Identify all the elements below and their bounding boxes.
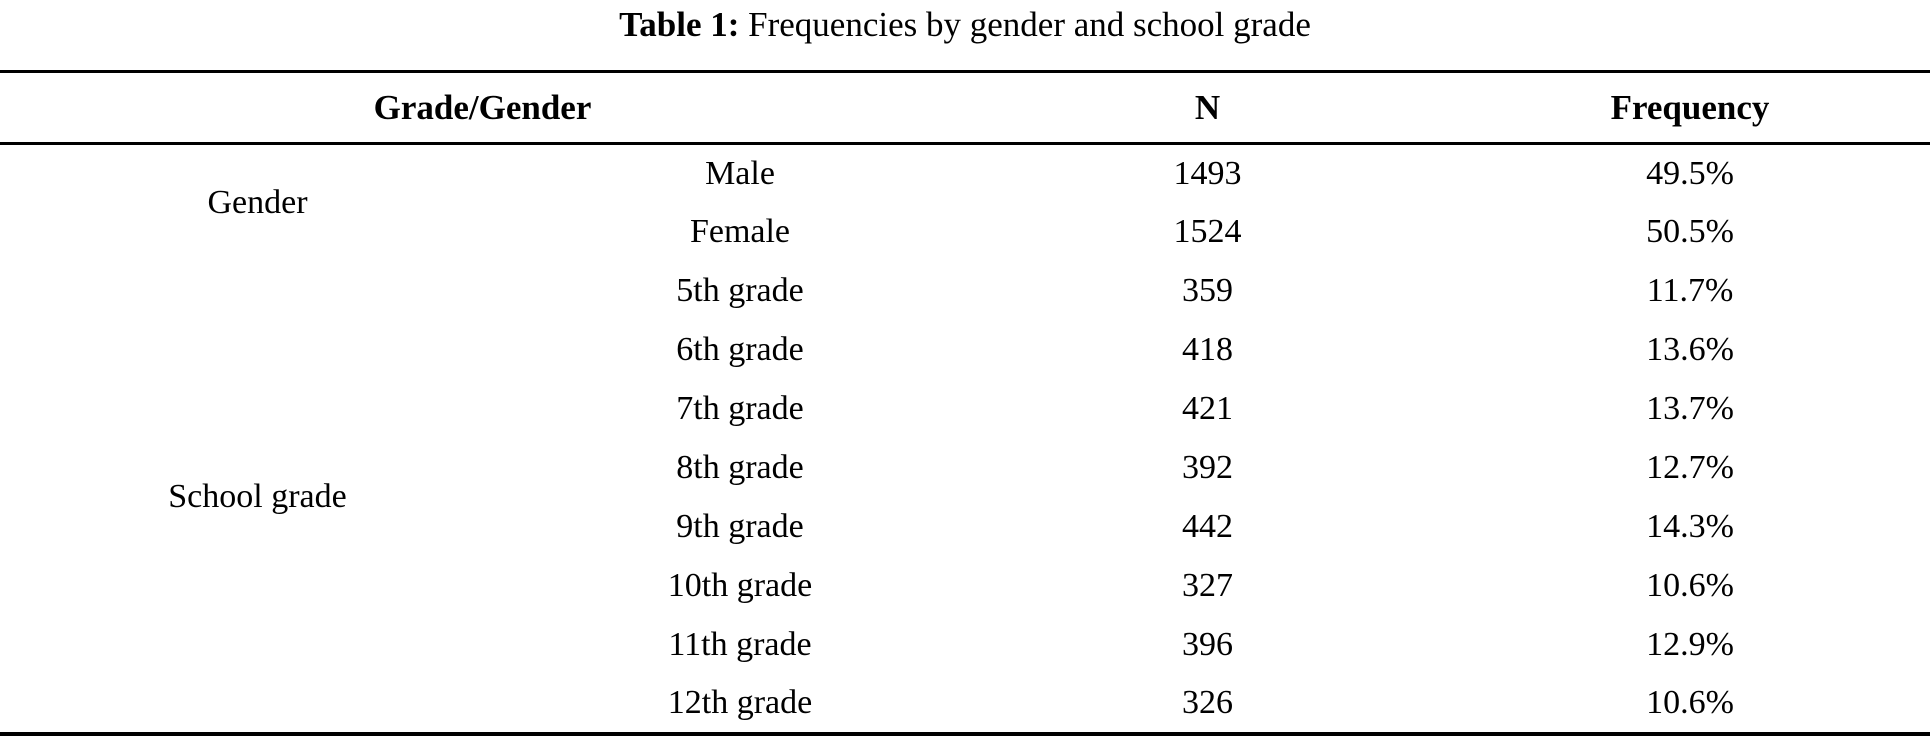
column-header-n: N [1194,87,1221,127]
header-row: Grade/Gender N Frequency [0,72,1930,144]
n-cell: 359 [1182,272,1233,309]
n-cell: 392 [1182,449,1233,486]
column-header-grade-gender: Grade/Gender [373,87,592,127]
category-cell: 9th grade [676,508,804,545]
category-cell: 5th grade [676,272,804,309]
n-cell: 418 [1182,331,1233,368]
n-cell: 1524 [1173,213,1242,250]
table-row: 7th grade 421 13.7% [0,380,1930,439]
frequency-cell: 49.5% [1646,154,1734,192]
table-row: Gender Male 1493 49.5% [0,144,1930,222]
group-label-gender: Gender [207,184,308,222]
category-cell: 10th grade [667,567,813,604]
table-row: 10th grade 327 10.6% [0,557,1930,616]
n-cell: 421 [1182,390,1233,427]
table-caption-text: Frequencies by gender and school grade [739,5,1311,44]
table-caption: Table 1: Frequencies by gender and schoo… [0,0,1930,70]
frequency-cell: 11.7% [1646,272,1734,309]
table-row: 9th grade 442 14.3% [0,498,1930,557]
n-cell: 442 [1182,508,1233,545]
category-cell: Female [689,213,791,250]
table-row: 11th grade 396 12.9% [0,616,1930,675]
frequency-cell: 10.6% [1646,567,1734,604]
n-cell: 327 [1182,567,1233,604]
table-row: 6th grade 418 13.6% [0,321,1930,380]
n-cell: 1493 [1173,154,1242,192]
frequency-cell: 10.6% [1646,684,1734,721]
frequency-cell: 12.9% [1646,626,1734,663]
table-caption-label: Table 1: [619,5,740,44]
frequency-cell: 14.3% [1646,508,1734,545]
frequency-cell: 13.6% [1646,331,1734,368]
category-cell: 12th grade [667,684,813,721]
table-row: Female 1524 50.5% [0,203,1930,262]
frequencies-table: Grade/Gender N Frequency Gender Male 149… [0,70,1930,736]
column-header-frequency: Frequency [1610,87,1770,127]
n-cell: 326 [1182,684,1233,721]
frequency-cell: 50.5% [1646,213,1734,250]
table-row: 12th grade 326 10.6% [0,675,1930,734]
table-row: 8th grade 392 12.7% [0,439,1930,498]
frequency-cell: 12.7% [1646,449,1734,486]
category-cell: 6th grade [676,331,804,368]
category-cell: Male [705,154,775,192]
n-cell: 396 [1182,626,1233,663]
table-row: School grade 5th grade 359 11.7% [0,262,1930,515]
frequency-cell: 13.7% [1646,390,1734,427]
category-cell: 7th grade [676,390,804,427]
group-label-school-grade: School grade [168,477,347,515]
category-cell: 8th grade [676,449,804,486]
category-cell: 11th grade [668,626,812,663]
